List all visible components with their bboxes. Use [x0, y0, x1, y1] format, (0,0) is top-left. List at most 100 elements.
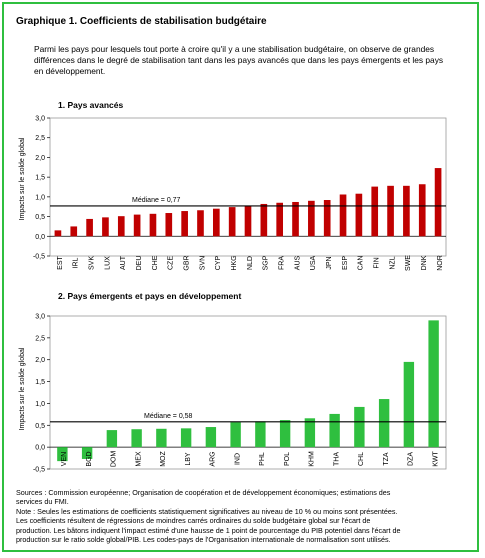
bar-aus: [292, 201, 299, 237]
x-tick-label: TZA: [383, 452, 390, 466]
x-tick-label: IND: [234, 453, 241, 465]
bar-usa: [308, 200, 315, 237]
x-tick-label: LUX: [104, 256, 111, 270]
x-tick-label: EST: [57, 255, 64, 269]
plot-area: [49, 117, 447, 257]
figure-title: Graphique 1. Coefficients de stabilisati…: [16, 16, 267, 27]
bar-bgd: [81, 447, 93, 459]
x-tick-label: DEU: [136, 256, 143, 271]
bar-arg: [205, 427, 217, 448]
y-tick-label: 2,0: [35, 357, 45, 364]
bar-esp: [339, 194, 347, 237]
x-tick-label: SWE: [405, 255, 412, 271]
y-tick-label: 3,0: [35, 116, 45, 123]
y-tick-label: 2,5: [35, 335, 45, 342]
bar-mex: [131, 429, 142, 448]
bar-can: [355, 193, 363, 237]
y-axis-label: Impacts sur le solde global: [19, 137, 26, 220]
footer-line: production sur le ratio solde global/PIB…: [16, 535, 391, 545]
x-tick-label: NZL: [389, 256, 396, 269]
bar-hkg: [228, 207, 236, 237]
bar-swe: [403, 185, 410, 237]
x-tick-label: PHL: [259, 452, 266, 466]
y-axis-label: Impacts sur le solde global: [19, 347, 26, 430]
y-tick-label: 0,0: [35, 445, 45, 452]
bar-fra: [276, 202, 284, 237]
y-tick-label: 1,5: [35, 379, 45, 386]
y-tick-label: 0,0: [35, 234, 45, 241]
x-tick-label: SVK: [88, 256, 95, 270]
x-tick-label: NLD: [247, 256, 254, 270]
x-tick-label: KHM: [309, 451, 316, 467]
x-tick-label: CHL: [358, 452, 365, 466]
x-tick-label: SGP: [263, 255, 270, 270]
figure-frame: Graphique 1. Coefficients de stabilisati…: [2, 2, 479, 552]
chart-title: 2. Pays émergents et pays en développeme…: [58, 291, 241, 301]
x-tick-label: SVN: [199, 256, 206, 270]
footer-notes: Sources : Commission européenne; Organis…: [16, 488, 468, 544]
bar-dnk: [418, 184, 426, 237]
x-tick-label: NOR: [437, 255, 444, 271]
bar-lby: [180, 428, 192, 448]
bar-fin: [371, 186, 379, 237]
plot-area: [49, 315, 447, 470]
y-tick-label: 0,5: [35, 214, 45, 221]
y-tick-label: 1,0: [35, 401, 45, 408]
chart-title: 1. Pays avancés: [58, 100, 123, 110]
x-tick-label: BGD: [86, 451, 93, 466]
median-label: Médiane = 0,77: [132, 197, 181, 204]
y-tick-label: 1,5: [35, 175, 45, 182]
footer-line: production. Les bâtons indiquent l'impac…: [16, 525, 401, 535]
x-tick-label: DNK: [421, 255, 428, 270]
bar-est: [54, 230, 62, 237]
bar-tza: [378, 399, 390, 448]
bar-che: [149, 213, 157, 237]
x-tick-label: FRA: [279, 256, 286, 270]
median-label: Médiane = 0,58: [144, 413, 193, 420]
bar-moz: [156, 428, 167, 448]
x-tick-label: DZA: [408, 452, 415, 466]
bar-khm: [304, 418, 316, 448]
bar-chl: [354, 406, 365, 448]
y-tick-label: 1,0: [35, 194, 45, 201]
x-tick-label: AUT: [120, 255, 127, 270]
bar-nld: [244, 205, 252, 237]
x-tick-label: USA: [310, 255, 317, 270]
y-tick-label: 3,0: [35, 314, 45, 321]
x-tick-label: KWT: [432, 451, 439, 467]
bar-aut: [117, 216, 125, 237]
bar-ven: [57, 447, 68, 462]
x-tick-label: LBY: [185, 452, 192, 466]
bar-nor: [434, 168, 442, 237]
bar-gbr: [181, 211, 188, 237]
x-tick-label: CZE: [168, 256, 175, 270]
bar-deu: [133, 214, 141, 237]
x-tick-label: THA: [333, 452, 340, 466]
bar-cze: [165, 213, 173, 237]
chart-1: 1. Pays avancés -0,5 0,0 0,5 1,0 1,5 2,0 2,5 3,0…: [19, 100, 447, 271]
x-tick-label: HKG: [231, 255, 238, 270]
bar-sgp: [260, 203, 268, 237]
x-tick-label: ARG: [210, 451, 217, 466]
bar-lux: [102, 217, 109, 237]
bar-dza: [403, 361, 415, 448]
y-tick-label: -0,5: [33, 467, 45, 474]
x-tick-label: POL: [284, 452, 291, 466]
y-tick-label: -0,5: [33, 254, 45, 261]
footer-line: services du FMI.: [16, 497, 69, 507]
footer-line: Les coefficients résultent de régression…: [16, 516, 371, 526]
bar-svn: [197, 210, 204, 237]
bar-nzl: [387, 185, 394, 237]
x-tick-label: VEN: [61, 452, 68, 466]
bar-kwt: [428, 320, 439, 448]
x-tick-label: CAN: [358, 256, 365, 271]
bar-pol: [279, 420, 291, 448]
bar-tha: [329, 413, 340, 448]
bar-svk: [86, 218, 93, 237]
x-tick-label: MEX: [135, 451, 142, 467]
bar-phl: [255, 421, 266, 448]
y-tick-label: 2,0: [35, 155, 45, 162]
intro-text: Parmi les pays pour lesquels tout porte …: [34, 44, 444, 76]
x-tick-label: MOZ: [160, 451, 167, 467]
x-tick-label: ESP: [342, 256, 349, 270]
